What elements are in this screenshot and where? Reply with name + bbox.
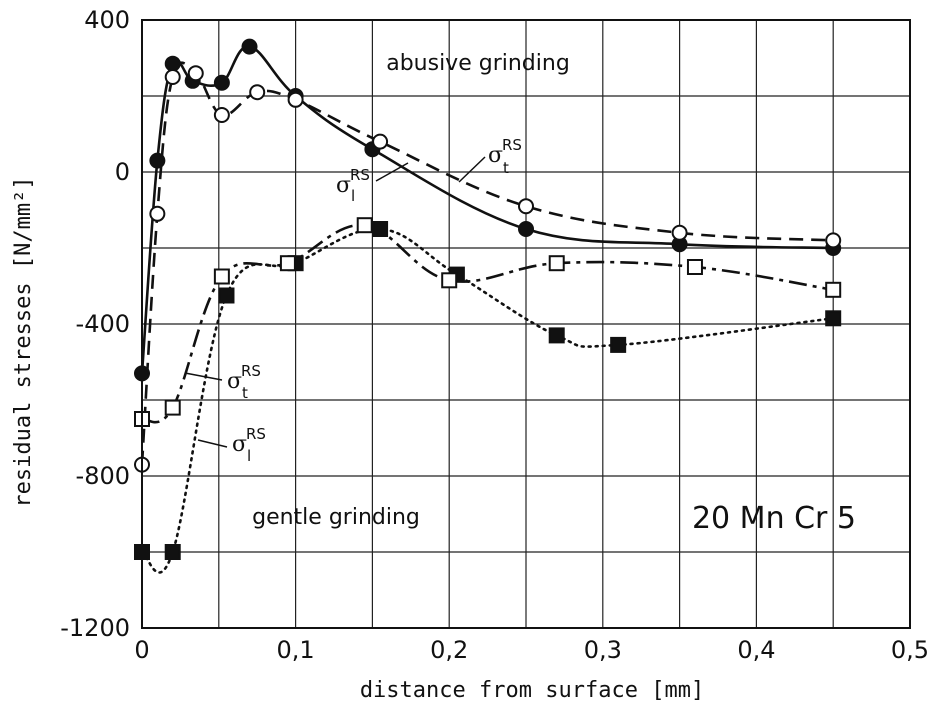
data-point-circle-marker: [518, 221, 534, 237]
leader-sigma-t-abusive: [458, 156, 486, 183]
abusive-grinding-label: abusive grinding: [386, 51, 570, 76]
series-line-t-abusive: [140, 61, 834, 465]
data-point-circle-marker: [241, 38, 258, 55]
label-sigma-t-gentle: σ RS t: [184, 362, 261, 402]
data-point-circle-marker: [671, 224, 688, 241]
sigma-symbol: σ: [227, 369, 242, 394]
leader-sigma-l-gentle: [197, 439, 228, 448]
data-point-circle-marker: [213, 74, 230, 91]
data-point-circle-marker: [372, 133, 389, 150]
sigma-subscript: l: [351, 187, 355, 205]
sigma-superscript: RS: [246, 425, 266, 443]
gentle-grinding-label: gentle grinding: [252, 505, 420, 530]
data-point-square-marker: [279, 255, 296, 272]
x-tick-label: 0,1: [277, 636, 315, 664]
data-point-square-marker: [356, 217, 373, 234]
data-point-square-marker: [610, 336, 627, 353]
plot-frame: [141, 19, 911, 629]
sigma-superscript: RS: [350, 166, 370, 184]
y-axis-title: residual stresses [N/mm²]: [11, 176, 36, 507]
x-tick-label: 0,2: [430, 636, 468, 664]
data-point-square-marker: [548, 327, 565, 344]
sigma-subscript: t: [242, 384, 248, 402]
data-point-circle-marker: [164, 55, 181, 72]
x-tick-label: 0,5: [891, 636, 929, 664]
y-tick-label: -1200: [60, 614, 130, 642]
leader-sigma-t-gentle: [184, 372, 223, 381]
material-label: 20 Mn Cr 5: [692, 501, 856, 536]
label-sigma-l-gentle: σ RS l: [197, 425, 266, 465]
y-tick-label: 0: [115, 158, 130, 186]
data-point-square-marker: [213, 268, 230, 285]
data-point-circle-marker: [187, 65, 204, 82]
leader-sigma-l-abusive: [375, 162, 409, 182]
sigma-subscript: l: [247, 447, 251, 465]
grid-lines: [142, 20, 910, 628]
sigma-symbol: σ: [336, 173, 351, 198]
data-point-square-marker: [825, 281, 842, 298]
label-sigma-l-abusive: σ RS l: [336, 162, 409, 205]
y-tick-label: 400: [84, 6, 130, 34]
sigma-superscript: RS: [241, 362, 261, 380]
data-point-square-marker: [548, 255, 565, 272]
data-point-circle-marker: [825, 232, 842, 249]
data-point-square-marker: [825, 310, 842, 327]
data-point-square-marker: [218, 287, 235, 304]
x-axis-title: distance from surface [mm]: [360, 678, 704, 703]
data-point-square-marker: [372, 221, 389, 237]
y-tick-label: -800: [76, 462, 130, 490]
x-tick-label: 0,3: [584, 636, 622, 664]
series-line-l-abusive: [140, 45, 834, 374]
data-point-square-marker: [686, 259, 703, 275]
x-tick-label: 0,4: [737, 636, 775, 664]
data-markers: [134, 38, 842, 560]
series-curves: [140, 45, 835, 574]
data-point-square-marker: [441, 272, 458, 289]
sigma-symbol: σ: [232, 432, 247, 457]
axis-ticks: 0 0,1 0,2 0,3 0,4 0,5 -1200 -800 -400 0 400: [60, 6, 929, 664]
label-sigma-t-abusive: σ RS t: [458, 136, 522, 183]
x-tick-label: 0: [134, 636, 149, 664]
data-point-circle-marker: [287, 91, 304, 108]
y-tick-label: -400: [76, 310, 130, 338]
data-point-circle-marker: [213, 107, 230, 123]
data-point-square-marker: [164, 544, 181, 560]
data-point-circle-marker: [249, 84, 266, 101]
data-point-circle-marker: [149, 152, 166, 169]
sigma-superscript: RS: [502, 136, 522, 154]
sigma-subscript: t: [503, 159, 509, 177]
data-point-circle-marker: [149, 205, 166, 222]
data-point-circle-marker: [518, 198, 534, 215]
sigma-symbol: σ: [488, 143, 503, 168]
data-point-square-marker: [164, 399, 181, 416]
data-point-circle-marker: [164, 69, 181, 85]
